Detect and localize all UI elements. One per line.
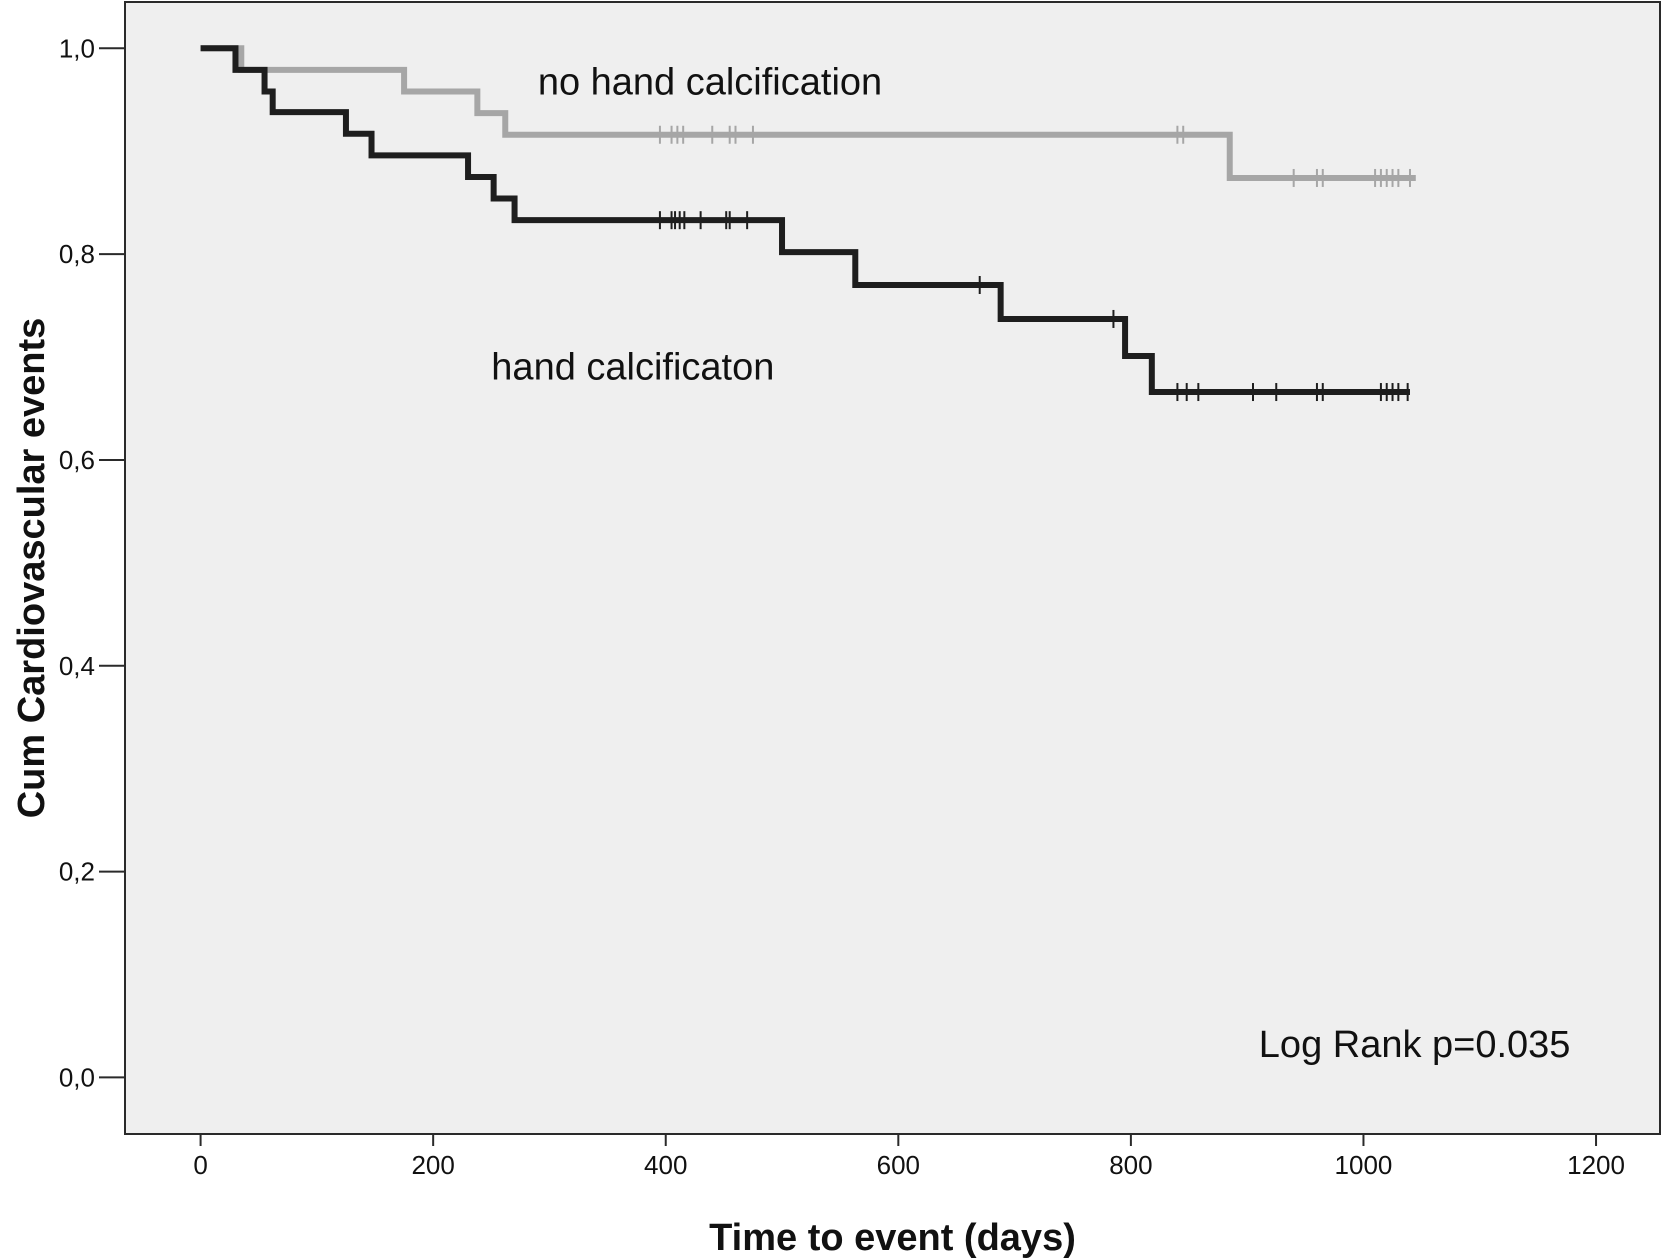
plot-area <box>124 1 1661 1135</box>
y-axis-title: Cum Cardiovascular events <box>11 318 53 819</box>
x-tick-label: 200 <box>411 1150 454 1180</box>
annotation-log-rank: Log Rank p=0.035 <box>1259 1024 1571 1066</box>
y-tick-label: 0,0 <box>59 1062 95 1092</box>
y-tick-label: 0,4 <box>59 651 95 681</box>
y-tick-label: 0,8 <box>59 239 95 269</box>
x-axis: 0 200 400 600 800 1000 1200 <box>193 1134 1625 1180</box>
series-0 <box>200 45 1416 187</box>
x-tick-label: 0 <box>193 1150 207 1180</box>
survival-curve <box>200 45 1410 396</box>
x-axis-title: Time to event (days) <box>709 1217 1076 1259</box>
x-tick-label: 400 <box>644 1150 687 1180</box>
x-tick-label: 600 <box>877 1150 920 1180</box>
annotations: no hand calcification hand calcificaton Lo… <box>491 62 1570 1066</box>
y-axis: 0,0 0,2 0,4 0,6 0,8 1,0 <box>59 33 125 1092</box>
y-tick-label: 0,6 <box>59 445 95 475</box>
y-tick-label: 1,0 <box>59 33 95 63</box>
series-layer <box>200 45 1416 402</box>
y-tick-label: 0,2 <box>59 857 95 887</box>
annotation-label-no-hand: no hand calcification <box>538 62 882 104</box>
x-tick-label: 1200 <box>1567 1150 1625 1180</box>
annotation-label-hand: hand calcificaton <box>491 347 774 389</box>
x-tick-label: 800 <box>1109 1150 1152 1180</box>
x-tick-label: 1000 <box>1335 1150 1393 1180</box>
survival-curve <box>200 45 1416 181</box>
series-1 <box>200 45 1410 402</box>
